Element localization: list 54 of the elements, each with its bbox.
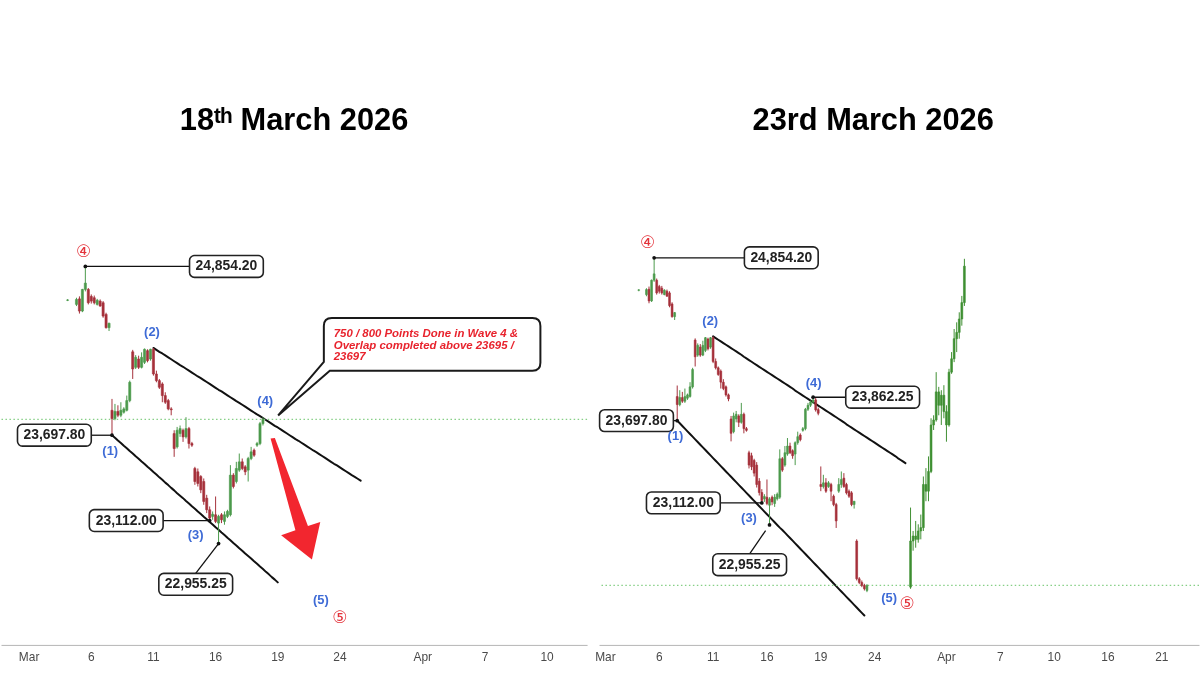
x-tick-label: Mar (18, 650, 40, 665)
x-tick-label: Apr (937, 650, 956, 665)
annotation: (2) (144, 323, 160, 339)
annotation: 23,112.00 (95, 511, 158, 528)
x-tick-label: 11 (147, 650, 160, 665)
annotation: (3) (187, 526, 204, 542)
x-tick-label: 21 (1155, 650, 1169, 665)
annotation: (3) (741, 509, 757, 525)
candlestick (172, 429, 176, 458)
text: ⑤ (332, 607, 348, 628)
text: ⑤ (899, 593, 915, 614)
text: (5) (312, 592, 329, 608)
annotation: (1) (667, 428, 684, 444)
candlestick (116, 404, 120, 418)
x-tick-label: 7 (481, 650, 489, 665)
chart-title: 23rd March 2026 (752, 102, 994, 138)
annotation: 750 / 800 Points Done in Wave 4 & Overlap completed above 23695 / 23697 (332, 326, 519, 363)
annotation: 23,697.80 (605, 411, 668, 428)
x-tick-label: 16 (208, 650, 223, 665)
x-tick-label: 24 (333, 650, 347, 665)
annotation: (4) (257, 392, 274, 408)
candlestick (852, 500, 856, 510)
annotation: 24,854.20 (750, 248, 813, 265)
x-tick-label: 7 (996, 650, 1004, 665)
x-tick-label: Mar (595, 650, 616, 665)
x-tick-label: 19 (814, 650, 828, 665)
x-tick-label: 6 (87, 650, 95, 665)
candlestick (175, 426, 179, 450)
candlestick (184, 416, 188, 440)
x-tick-label: 24 (868, 650, 882, 665)
annotation: (1) (102, 443, 119, 459)
text: ④ (640, 231, 656, 252)
text: ④ (75, 240, 92, 261)
x-tick-label: 11 (706, 650, 720, 665)
annotation: 23,862.25 (851, 388, 914, 405)
x-tick-label: 16 (1101, 650, 1115, 665)
x-tick-label: Apr (413, 650, 433, 665)
text: 22,955.25 (164, 575, 227, 592)
annotation: 22,955.25 (718, 555, 781, 572)
annotation: 23,697.80 (23, 426, 86, 443)
candlestick (914, 520, 917, 549)
candlestick (193, 466, 197, 486)
annotation: 24,854.20 (195, 257, 258, 274)
x-tick-label: 10 (540, 650, 555, 665)
annotation: (2) (702, 313, 719, 329)
annotation: 23,112.00 (652, 493, 715, 510)
chart-title: 18ᵗʰ March 2026 (179, 102, 409, 138)
x-tick-label: 6 (655, 650, 663, 665)
x-tick-label: 19 (271, 650, 285, 665)
x-tick-label: 16 (760, 650, 774, 665)
x-tick-label: 10 (1047, 650, 1062, 665)
annotation: (4) (805, 374, 822, 390)
annotation: (5) (881, 590, 897, 606)
candlestick (729, 415, 733, 442)
